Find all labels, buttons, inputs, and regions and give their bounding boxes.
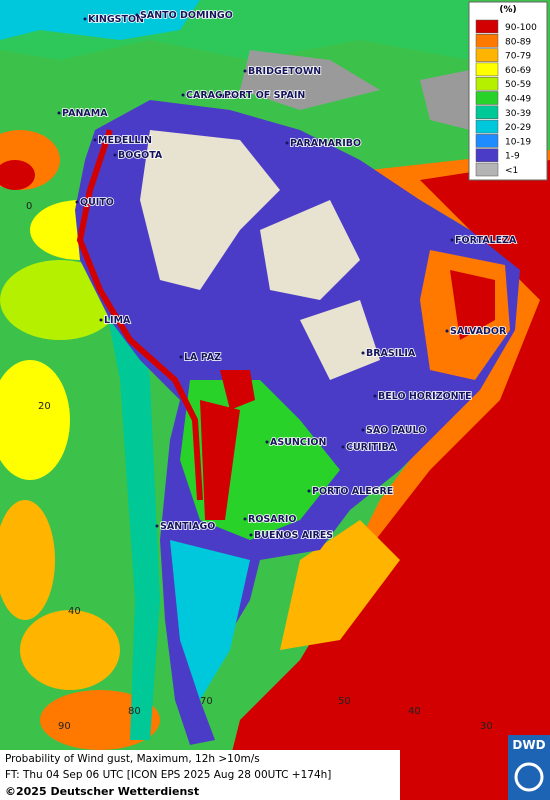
footer-line2: FT: Thu 04 Sep 06 UTC [ICON EPS 2025 Aug… bbox=[5, 769, 331, 781]
grid-label: 40 bbox=[408, 706, 421, 717]
grid-label: 50 bbox=[338, 696, 351, 707]
grid-label: 70 bbox=[200, 696, 213, 707]
legend-title: (%) bbox=[499, 5, 516, 15]
city-dot bbox=[249, 533, 253, 537]
land bbox=[75, 100, 520, 745]
city-label: PANAMA bbox=[62, 108, 108, 119]
city-label: CURITIBA bbox=[346, 442, 397, 453]
city-dot bbox=[265, 440, 269, 444]
copyright: ©2025 Deutscher Wetterdienst bbox=[5, 785, 199, 798]
grid-label: 30 bbox=[480, 721, 493, 732]
legend-swatch bbox=[475, 62, 499, 77]
city-label: KINGSTON bbox=[88, 14, 144, 25]
footer-line1: Probability of Wind gust, Maximum, 12h >… bbox=[5, 753, 260, 765]
city-dot bbox=[113, 153, 117, 157]
city-label: CARACAS bbox=[186, 90, 236, 101]
city-dot bbox=[75, 200, 79, 204]
legend-label: 1-9 bbox=[505, 152, 520, 162]
legend-label: 60-69 bbox=[505, 66, 531, 76]
city-label: PARAMARIBO bbox=[290, 138, 361, 149]
legend-label: 20-29 bbox=[505, 123, 531, 133]
footer-box bbox=[0, 750, 400, 800]
city-label: BUENOS AIRES bbox=[254, 530, 333, 541]
legend-swatch bbox=[475, 105, 499, 120]
city-dot bbox=[179, 355, 183, 359]
legend-label: 70-79 bbox=[505, 52, 531, 62]
legend-swatch bbox=[475, 48, 499, 62]
grid-label: 80 bbox=[128, 706, 141, 717]
city-label: PORT OF SPAIN bbox=[224, 90, 305, 101]
city-dot bbox=[361, 428, 365, 432]
legend-swatch bbox=[475, 76, 499, 91]
city-dot bbox=[373, 394, 377, 398]
city-label: BRASILIA bbox=[366, 348, 416, 359]
city-dot bbox=[450, 238, 454, 242]
grid-label: 90 bbox=[58, 721, 71, 732]
city-label: MEDELLIN bbox=[98, 135, 152, 146]
legend-swatch bbox=[475, 91, 499, 105]
city-label: QUITO bbox=[80, 197, 114, 208]
legend-label: 10-19 bbox=[505, 137, 531, 147]
city-dot bbox=[181, 93, 185, 97]
city-dot bbox=[341, 445, 345, 449]
city-label: SAO PAULO bbox=[366, 425, 426, 436]
legend-label: <1 bbox=[505, 166, 518, 176]
footer: Probability of Wind gust, Maximum, 12h >… bbox=[0, 750, 400, 800]
city-dot bbox=[155, 524, 159, 528]
legend: (%) 90-100 80-89 70-79 60-69 50-59 40-49 30-39… bbox=[468, 1, 548, 181]
city-label: ROSARIO bbox=[248, 514, 297, 525]
legend-label: 40-49 bbox=[505, 95, 531, 105]
city-dot bbox=[57, 111, 61, 115]
grid-label: 40 bbox=[68, 606, 81, 617]
city-label: LA PAZ bbox=[184, 352, 221, 363]
city-dot bbox=[307, 489, 311, 493]
legend-label: 80-89 bbox=[505, 37, 531, 47]
grid-label: 20 bbox=[38, 401, 51, 412]
city-dot bbox=[243, 69, 247, 73]
city-label: BRIDGETOWN bbox=[248, 66, 321, 77]
legend-swatch bbox=[475, 34, 499, 48]
city-label: ASUNCION bbox=[270, 437, 326, 448]
city-label: LIMA bbox=[104, 315, 131, 326]
city-label: BELO HORIZONTE bbox=[378, 391, 472, 402]
city-label: BOGOTA bbox=[118, 150, 163, 161]
city-dot bbox=[285, 141, 289, 145]
city-dot bbox=[445, 329, 449, 333]
logo: DWD bbox=[508, 735, 550, 800]
logo-icon bbox=[514, 762, 544, 792]
legend-swatch bbox=[475, 19, 499, 34]
legend-label: 90-100 bbox=[505, 23, 537, 33]
city-label: SANTIAGO bbox=[160, 521, 215, 532]
city-dot bbox=[243, 517, 247, 521]
city-label: FORTALEZA bbox=[455, 235, 517, 246]
city-dot bbox=[219, 93, 223, 97]
legend-swatch bbox=[475, 119, 499, 134]
city-dot bbox=[361, 351, 365, 355]
city-dot bbox=[83, 17, 87, 21]
legend-swatch bbox=[475, 148, 499, 162]
city-dot bbox=[135, 13, 139, 17]
legend-label: 50-59 bbox=[505, 80, 531, 90]
legend-swatch bbox=[475, 134, 499, 148]
city-dot bbox=[99, 318, 103, 322]
city-label: SANTO DOMINGO bbox=[140, 10, 233, 21]
grid-label: 0 bbox=[26, 201, 32, 212]
city-dot bbox=[93, 138, 97, 142]
legend-swatch bbox=[475, 162, 499, 177]
city-label: SALVADOR bbox=[450, 326, 507, 337]
legend-items: 90-100 80-89 70-79 60-69 50-59 40-49 30-39 20-2… bbox=[475, 19, 537, 177]
legend-label: 30-39 bbox=[505, 109, 531, 119]
city-label: PORTO ALEGRE bbox=[312, 486, 393, 497]
logo-text: DWD bbox=[512, 738, 545, 752]
